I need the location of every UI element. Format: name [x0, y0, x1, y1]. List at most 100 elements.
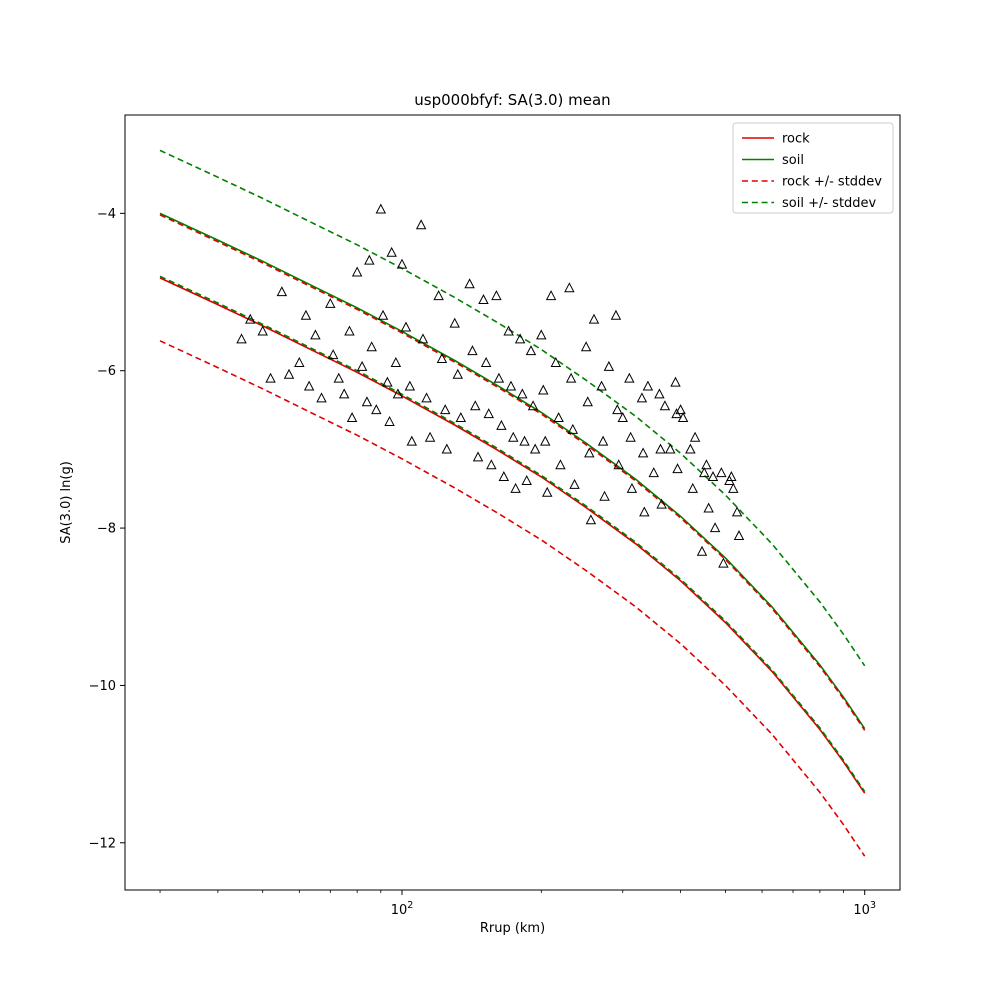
scatter-marker [377, 309, 389, 320]
scatter-marker [527, 400, 539, 411]
scatter-marker [303, 380, 315, 391]
scatter-marker [726, 471, 737, 482]
scatter-marker [656, 498, 667, 509]
y-tick-label: −10 [89, 679, 116, 694]
scatter-marker [316, 392, 327, 403]
scatter-marker [599, 490, 610, 501]
scatter-marker [257, 325, 268, 336]
scatter-marker [696, 545, 708, 556]
scatter-marker [538, 384, 549, 395]
scatter-marker [406, 435, 418, 446]
curve-rock-mean [159, 277, 866, 794]
scatter-marker [545, 290, 557, 301]
scatter-marker [404, 380, 416, 391]
scatter-marker [665, 443, 676, 454]
scatter-marker [386, 246, 397, 257]
scatter-marker [707, 471, 719, 482]
scatter-marker [483, 408, 494, 419]
scatter-marker [375, 203, 387, 214]
scatter-marker [689, 431, 701, 442]
scatter-marker [596, 380, 607, 391]
scatter-marker [390, 356, 402, 367]
scatter-marker [654, 388, 665, 399]
scatter-marker [613, 459, 624, 470]
scatter-marker [498, 471, 510, 482]
scatter-marker [436, 353, 448, 364]
scatter-marker [685, 443, 696, 454]
scatter-marker [565, 372, 577, 383]
scatter-marker [467, 345, 478, 356]
y-axis-label: SA(3.0) ln(g) [59, 461, 74, 544]
scatter-marker [338, 388, 350, 399]
scatter-marker [718, 557, 729, 568]
scatter-marker [529, 443, 541, 454]
scatter-marker [493, 372, 505, 383]
scatter-marker [521, 474, 532, 485]
scatter-marker [637, 447, 649, 458]
scatter-marker [636, 392, 648, 403]
x-axis: 102 103 [159, 890, 876, 918]
scatter-marker [639, 506, 650, 517]
scatter-marker [265, 372, 276, 383]
scatter-marker [716, 467, 727, 478]
scatter-marker [580, 341, 592, 352]
scatter-marker [626, 482, 638, 493]
scatter-marker [366, 341, 377, 352]
scatter-marker [517, 388, 528, 399]
scatter-marker [670, 376, 681, 387]
x-tick-label: 103 [853, 900, 876, 918]
scatter-marker [300, 309, 312, 320]
curve-soil-minus-stddev [159, 275, 866, 793]
scatter-marker [675, 404, 686, 415]
scatter-marker [455, 412, 467, 423]
scatter-marker [346, 412, 358, 423]
curve-rock-minus-stddev [159, 340, 866, 857]
scatter-marker [384, 415, 395, 426]
curve-soil-plus-stddev [159, 149, 866, 667]
scatter-marker [486, 459, 497, 470]
scatter-marker [449, 317, 460, 328]
scatter-marker [733, 530, 745, 541]
scatter-marker [382, 376, 393, 387]
y-tick-label: −12 [89, 836, 116, 851]
axes-frame [124, 114, 901, 891]
scatter-marker [687, 482, 698, 493]
scatter-marker [344, 325, 355, 336]
scatter-marker [327, 349, 339, 360]
scatter-marker [569, 478, 580, 489]
scatter-marker [564, 282, 575, 293]
scatter-marker [567, 423, 579, 434]
legend-label: soil +/- stddev [782, 196, 877, 211]
scatter-marker [519, 435, 530, 446]
scatter-marker [392, 388, 404, 399]
scatter-marker [584, 447, 595, 458]
scatter-marker [496, 419, 507, 430]
x-tick-label: 102 [391, 900, 414, 918]
scatter-marker [294, 356, 305, 367]
scatter-marker [625, 431, 636, 442]
scatter-marker [505, 380, 517, 391]
scatter-marker [536, 329, 547, 340]
scatter-marker [603, 360, 615, 371]
scatter-marker [514, 333, 526, 344]
scatter-marker [672, 463, 683, 474]
scatter-marker [582, 396, 593, 407]
scatter-marker [424, 431, 436, 442]
scatter-marker [236, 333, 247, 344]
scatter-marker [555, 459, 566, 470]
scatter-marker [464, 278, 475, 289]
scatter-marker [415, 219, 427, 230]
scatter-marker [333, 372, 344, 383]
scatter-marker [400, 321, 412, 332]
scatter-marker [731, 506, 743, 517]
scatter-marker [361, 396, 373, 407]
scatter-marker [433, 290, 444, 301]
scatter-marker [283, 368, 295, 379]
scatter-marker [597, 435, 609, 446]
scatter-marker [417, 333, 429, 344]
legend-box [732, 122, 894, 214]
scatter-marker [510, 482, 521, 493]
scatter-marker [541, 486, 553, 497]
scatter-points [236, 203, 745, 568]
